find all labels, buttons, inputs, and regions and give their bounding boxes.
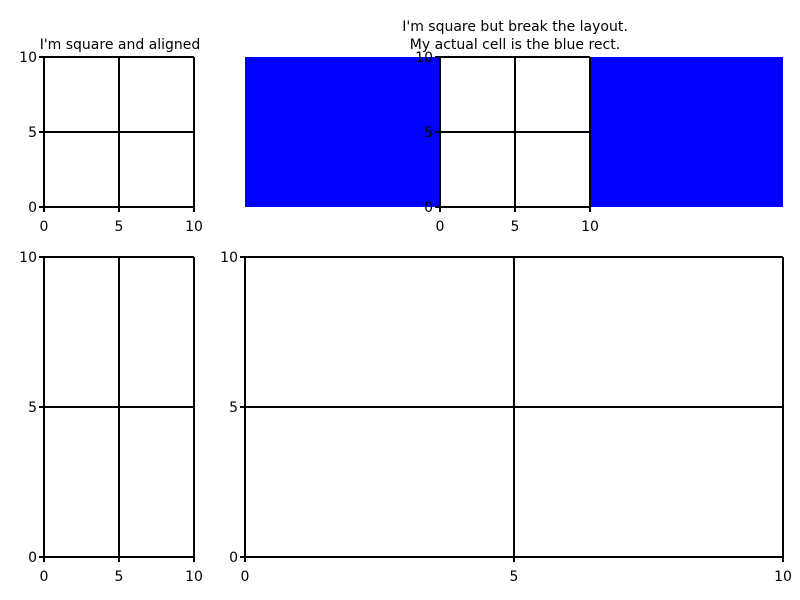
subplot-4: 0 5 10 0 5 10 [220,250,792,585]
chart-title: I'm square but break the layout. [402,19,628,35]
x-tick-label: 10 [581,219,599,235]
subplot-2: 0 5 10 0 5 10 I'm square but break the layout.… [245,19,783,235]
x-tick-label: 0 [40,219,49,235]
x-tick-label: 5 [511,219,520,235]
y-tick-label: 0 [28,550,37,566]
chart-title: I'm square and aligned [40,37,201,53]
x-tick-label: 10 [185,219,203,235]
y-tick-label: 0 [229,550,238,566]
x-tick-label: 10 [185,569,203,585]
chart-subtitle: My actual cell is the blue rect. [410,37,620,53]
y-tick-label: 0 [424,200,433,216]
subplot-3: 0 5 10 0 5 10 [19,250,203,585]
y-tick-label: 10 [415,50,433,66]
x-tick-label: 5 [115,569,124,585]
y-tick-label: 10 [19,250,37,266]
x-tick-label: 0 [436,219,445,235]
y-tick-label: 5 [28,400,37,416]
x-tick-label: 5 [115,219,124,235]
y-tick-label: 10 [19,50,37,66]
x-tick-label: 10 [774,569,792,585]
y-tick-label: 0 [28,200,37,216]
x-tick-label: 5 [510,569,519,585]
x-tick-label: 0 [241,569,250,585]
y-tick-label: 5 [229,400,238,416]
y-tick-label: 5 [28,125,37,141]
y-tick-label: 10 [220,250,238,266]
y-tick-label: 5 [424,125,433,141]
x-tick-label: 0 [40,569,49,585]
